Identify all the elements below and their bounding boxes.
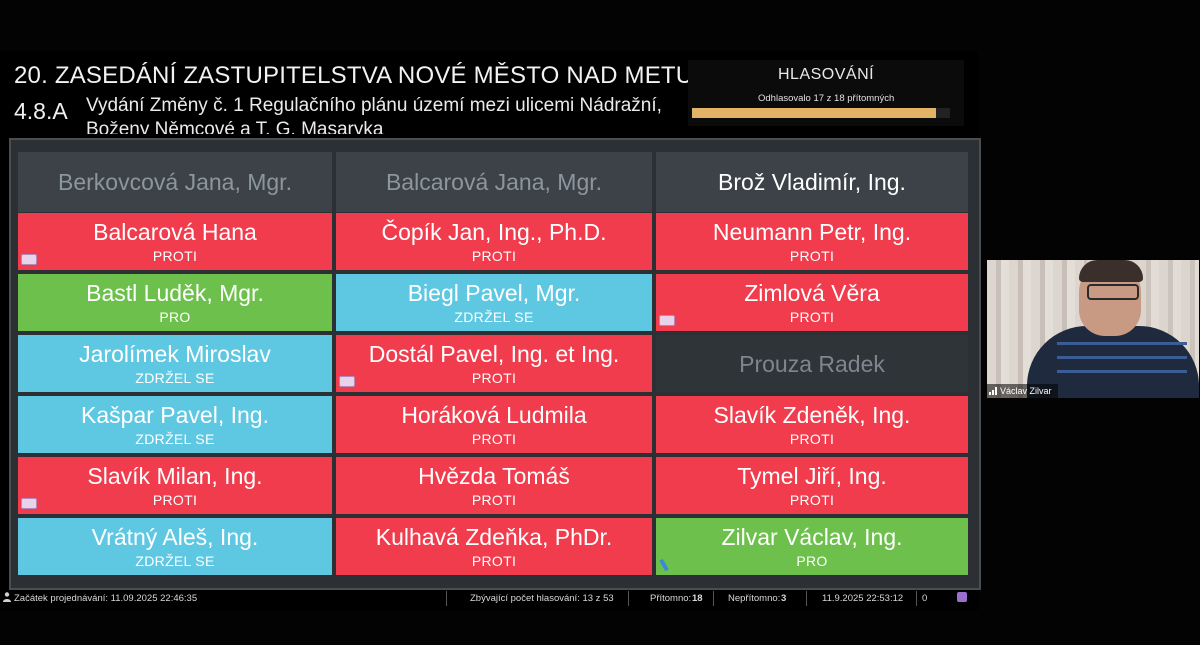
present-label: Přítomno: xyxy=(650,593,692,604)
absent-count: 3 xyxy=(781,593,787,604)
member-cell: Zilvar Václav, Ing. PRO xyxy=(656,518,968,575)
member-name: Hvězda Tomáš xyxy=(418,462,570,489)
voting-label: HLASOVÁNÍ xyxy=(778,66,875,83)
vote-result: PRO xyxy=(159,308,191,325)
counter: 0 xyxy=(922,593,928,604)
member-name: Dostál Pavel, Ing. et Ing. xyxy=(368,340,620,367)
shirt-stripes xyxy=(1057,342,1187,345)
voting-panel: HLASOVÁNÍ Odhlasovalo 17 z 18 přítomných xyxy=(688,60,964,126)
member-name: Biegl Pavel, Mgr. xyxy=(407,279,581,306)
member-name: Tymel Jiří, Ing. xyxy=(737,462,887,489)
vote-result: PROTI xyxy=(152,247,198,264)
header-member-2: Brož Vladimír, Ing. xyxy=(656,152,968,212)
vote-result: ZDRŽEL SE xyxy=(135,430,215,447)
header-member-0: Berkovcová Jana, Mgr. xyxy=(18,152,332,212)
member-name: Zimlová Věra xyxy=(744,279,880,306)
vote-result: PROTI xyxy=(471,430,517,447)
member-name: Neumann Petr, Ing. xyxy=(712,218,912,245)
member-cell: Bastl Luděk, Mgr. PRO xyxy=(18,274,332,331)
vote-result: PROTI xyxy=(471,491,517,508)
participant-name: Václav Zilvar xyxy=(1000,386,1052,396)
member-name: Berkovcová Jana, Mgr. xyxy=(58,169,292,195)
discussion-start: Začátek projednávání: 11.09.2025 22:46:3… xyxy=(14,593,198,604)
app-status-icon xyxy=(957,592,967,602)
absent-label: Nepřítomno: xyxy=(728,593,781,604)
member-cell: Čopík Jan, Ing., Ph.D. PROTI xyxy=(336,213,652,270)
member-cell: Horáková Ludmila PROTI xyxy=(336,396,652,453)
member-name: Slavík Zdeněk, Ing. xyxy=(713,401,911,428)
agenda-text: Vydání Změny č. 1 Regulačního plánu územ… xyxy=(86,95,662,134)
member-name: Jarolímek Miroslav xyxy=(79,340,271,367)
member-cell: Slavík Milan, Ing. PROTI xyxy=(18,457,332,514)
present-count: 18 xyxy=(692,593,703,604)
vote-result: ZDRŽEL SE xyxy=(135,369,215,386)
member-name: Vrátný Aleš, Ing. xyxy=(91,523,259,550)
member-name: Bastl Luděk, Mgr. xyxy=(86,279,264,306)
member-cell: Kašpar Pavel, Ing. ZDRŽEL SE xyxy=(18,396,332,453)
member-cell: Biegl Pavel, Mgr. ZDRŽEL SE xyxy=(336,274,652,331)
member-cell: Dostál Pavel, Ing. et Ing. PROTI xyxy=(336,335,652,392)
voting-results-board: Berkovcová Jana, Mgr. Balcarová Jana, Mg… xyxy=(9,138,981,590)
signal-strength-icon xyxy=(989,387,997,395)
participant-glasses xyxy=(1087,284,1139,300)
member-name: Čopík Jan, Ing., Ph.D. xyxy=(381,218,607,245)
member-cell: Balcarová Hana PROTI xyxy=(18,213,332,270)
voting-results-grid: Berkovcová Jana, Mgr. Balcarová Jana, Mg… xyxy=(18,152,970,575)
card-icon xyxy=(21,498,37,509)
member-name: Balcarová Hana xyxy=(93,218,257,245)
member-name: Prouza Radek xyxy=(739,350,885,377)
header-member-1: Balcarová Jana, Mgr. xyxy=(336,152,652,212)
agenda-number: 4.8.A xyxy=(14,98,68,124)
card-icon xyxy=(659,315,675,326)
member-name: Slavík Milan, Ing. xyxy=(87,462,263,489)
member-name: Balcarová Jana, Mgr. xyxy=(385,169,603,195)
member-name: Brož Vladimír, Ing. xyxy=(718,169,906,195)
voting-status: Odhlasovalo 17 z 18 přítomných xyxy=(758,93,895,104)
member-name: Kulhavá Zdeňka, PhDr. xyxy=(375,523,613,550)
meeting-title: 20. ZASEDÁNÍ ZASTUPITELSTVA NOVÉ MĚSTO N… xyxy=(14,62,713,89)
vote-result: PROTI xyxy=(789,430,835,447)
member-name: Zilvar Václav, Ing. xyxy=(721,523,903,550)
person-icon xyxy=(3,592,11,602)
vote-result: PROTI xyxy=(789,491,835,508)
member-cell: Slavík Zdeněk, Ing. PROTI xyxy=(656,396,968,453)
video-tile[interactable]: Václav Zilvar xyxy=(987,260,1199,398)
vote-result: PROTI xyxy=(789,247,835,264)
vote-result: PROTI xyxy=(471,552,517,569)
member-cell: Kulhavá Zdeňka, PhDr. PROTI xyxy=(336,518,652,575)
card-icon xyxy=(339,376,355,387)
participant-hair xyxy=(1079,260,1143,282)
voting-progress-bar xyxy=(692,108,950,118)
member-cell: Tymel Jiří, Ing. PROTI xyxy=(656,457,968,514)
member-cell: Jarolímek Miroslav ZDRŽEL SE xyxy=(18,335,332,392)
member-cell: Prouza Radek xyxy=(656,335,968,392)
vote-result: PRO xyxy=(796,552,828,569)
vote-result: PROTI xyxy=(471,247,517,264)
voting-progress-fill xyxy=(692,108,936,118)
member-name: Horáková Ludmila xyxy=(401,401,587,428)
card-icon xyxy=(21,254,37,265)
member-cell: Zimlová Věra PROTI xyxy=(656,274,968,331)
participant-label: Václav Zilvar xyxy=(987,384,1058,398)
vote-result: PROTI xyxy=(152,491,198,508)
vote-result: PROTI xyxy=(789,308,835,325)
current-datetime: 11.9.2025 22:53:12 xyxy=(822,593,904,604)
member-cell: Hvězda Tomáš PROTI xyxy=(336,457,652,514)
vote-result: ZDRŽEL SE xyxy=(454,308,534,325)
vote-result: PROTI xyxy=(471,369,517,386)
remaining-votes: Zbývající počet hlasování: 13 z 53 xyxy=(470,593,614,604)
vote-result: ZDRŽEL SE xyxy=(135,552,215,569)
member-cell: Vrátný Aleš, Ing. ZDRŽEL SE xyxy=(18,518,332,575)
pen-icon xyxy=(659,558,669,572)
member-cell: Neumann Petr, Ing. PROTI xyxy=(656,213,968,270)
status-bar: Začátek projednávání: 11.09.2025 22:46:3… xyxy=(0,588,978,608)
member-name: Kašpar Pavel, Ing. xyxy=(81,401,269,428)
